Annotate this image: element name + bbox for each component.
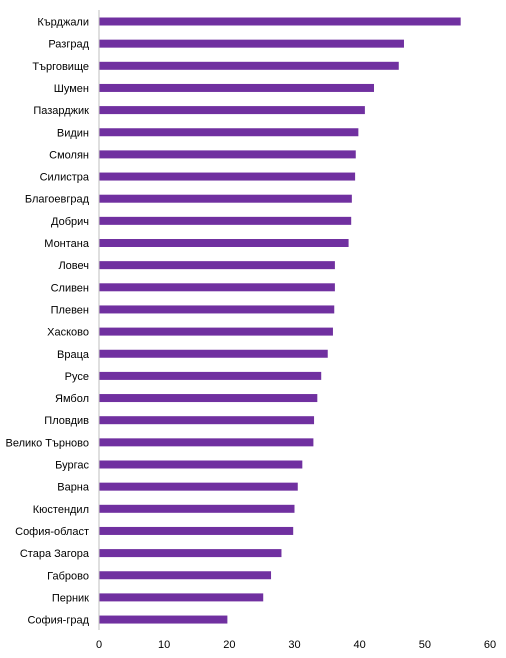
bar [99,327,333,336]
bar [99,526,294,535]
bar [99,239,349,247]
bar [99,394,318,403]
bar [99,194,352,203]
bar [99,349,328,358]
bar [99,416,315,425]
bar [99,438,314,447]
category-label: Велико Търново [5,437,89,449]
category-label: Благоевград [25,194,90,206]
category-label: Видин [57,127,89,139]
category-label: София-област [15,526,89,538]
category-label: Хасково [47,327,89,339]
category-label: Бургас [55,460,89,472]
bars-layer [99,17,461,624]
bar [99,571,272,580]
category-label: Ямбол [55,393,89,405]
category-label: Смолян [49,149,89,161]
bar [99,17,461,26]
bar [99,39,404,48]
category-labels: Кърджали Разград Търговище Шумен Пазарджик Ви… [5,17,89,627]
category-label: Габрово [47,570,89,582]
category-label: Добрич [51,216,89,228]
x-tick-label: 0 [96,639,102,651]
bar [99,305,335,314]
category-label: Търговище [32,61,89,73]
x-tick-label: 50 [419,639,431,651]
bar [99,61,399,70]
category-label: Враца [57,349,90,361]
category-label: Перник [52,592,89,604]
bar [99,482,298,491]
category-label: Плевен [51,304,89,316]
category-label: Монтана [44,238,90,250]
category-label: Стара Загора [20,548,90,560]
category-label: Шумен [54,83,89,95]
bar [99,593,264,602]
category-label: Ловеч [58,260,89,272]
bar [99,615,228,624]
bar [99,128,359,137]
x-tick-label: 10 [158,639,170,651]
category-label: Пазарджик [33,105,89,117]
bar [99,261,335,270]
category-label: Сливен [51,282,89,294]
bar [99,106,365,115]
x-tick-labels: 0 10 20 30 40 50 60 [96,639,496,651]
category-label: Кърджали [37,17,89,29]
bar [99,172,356,181]
x-tick-label: 40 [354,639,366,651]
category-label: Русе [65,371,89,383]
bar [99,216,352,225]
category-label: Силистра [40,172,90,184]
category-label: Пловдив [44,415,89,427]
category-label: Варна [57,482,90,494]
category-label: София-град [27,615,89,627]
category-label: Разград [48,39,89,51]
bar [99,549,282,558]
bar [99,371,322,380]
bar [99,83,375,92]
bar [99,504,295,513]
x-tick-label: 60 [484,639,496,651]
bar [99,460,303,469]
x-tick-label: 30 [288,639,300,651]
category-label: Кюстендил [33,504,89,516]
bar [99,150,356,159]
bar [99,283,335,292]
x-tick-label: 20 [223,639,235,651]
